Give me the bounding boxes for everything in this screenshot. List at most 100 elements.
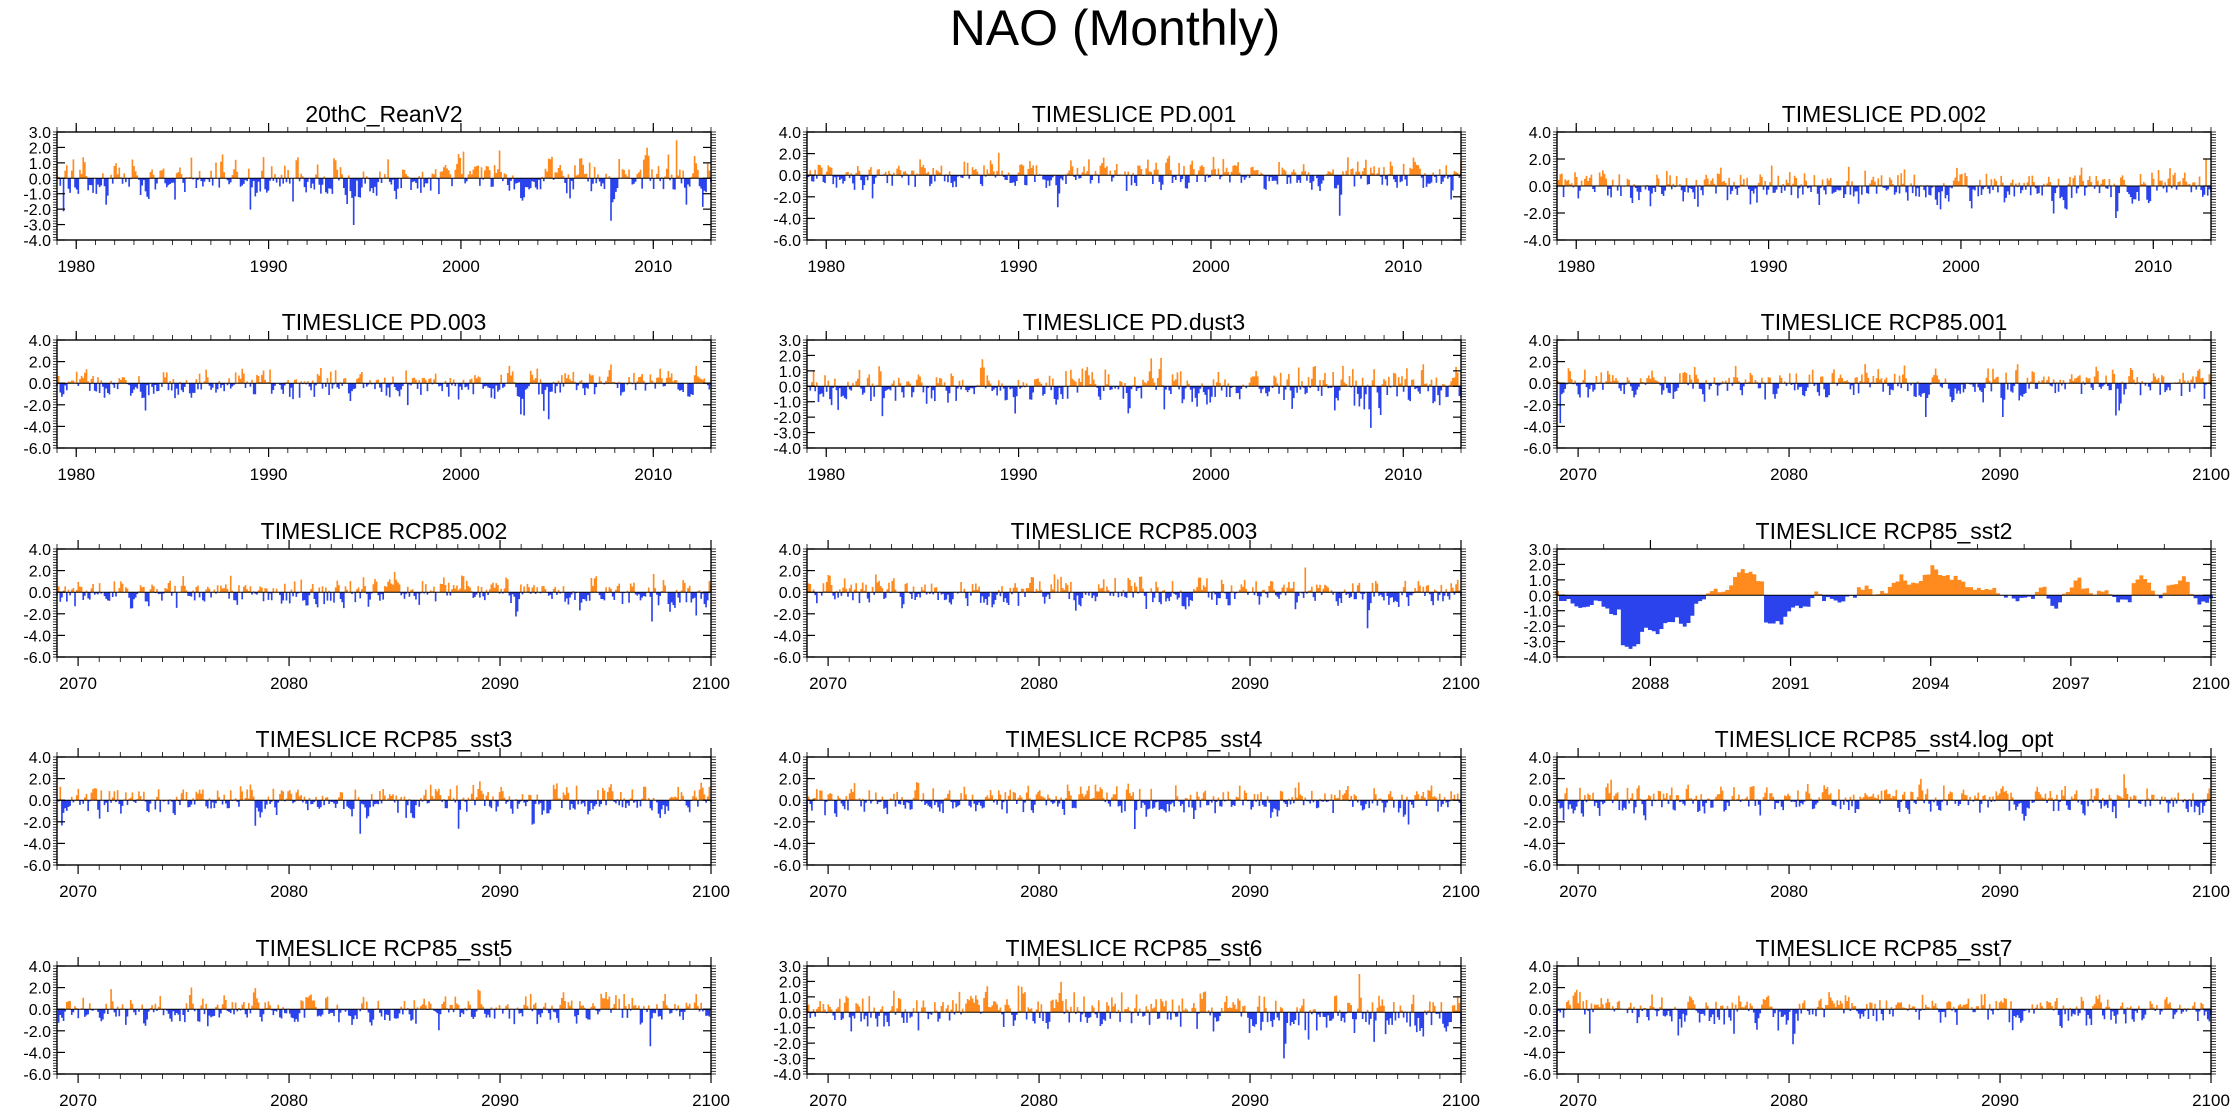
y-tick-label: -6.0 — [23, 441, 51, 458]
x-tick-label: 2080 — [1020, 882, 1058, 901]
panel-title: TIMESLICE RCP85_sst4.log_opt — [1715, 726, 2054, 752]
x-tick-label: 2100 — [1442, 1091, 1480, 1110]
y-tick-label: -2.0 — [23, 398, 51, 415]
y-tick-label: 0.0 — [29, 376, 51, 393]
positive-area — [1556, 774, 2212, 801]
y-tick-label: 4.0 — [779, 750, 801, 767]
negative-area — [1556, 1009, 2212, 1045]
negative-area — [59, 178, 712, 226]
x-tick-label: 2080 — [270, 1091, 308, 1110]
y-tick-label: 0.0 — [29, 1002, 51, 1019]
panel-8: TIMESLICE RCP85.003 4.0 2.0 0.0 -2.0 -4.0 -6.0… — [773, 518, 1479, 693]
y-tick-label: 1.0 — [1529, 573, 1551, 590]
x-tick-label: 2010 — [2134, 257, 2172, 276]
panel-title: 20thC_ReanV2 — [305, 101, 462, 127]
y-tick-label: -2.0 — [23, 202, 51, 219]
panel-15: TIMESLICE RCP85_sst7 4.0 2.0 0.0 -2.0 -4.0 -6.… — [1523, 935, 2229, 1110]
page-title: NAO (Monthly) — [949, 0, 1281, 56]
x-tick-label: 2100 — [2192, 882, 2230, 901]
plot-frame — [56, 548, 712, 658]
x-tick-label: 2080 — [270, 674, 308, 693]
y-tick-label: -2.0 — [1523, 1024, 1551, 1041]
x-tick-label: 2100 — [692, 882, 730, 901]
y-tick-label: 0.0 — [29, 585, 51, 602]
x-tick-label: 2100 — [2192, 465, 2230, 484]
y-tick-label: -4.0 — [1523, 419, 1551, 436]
x-tick-label: 1990 — [1750, 257, 1788, 276]
positive-area — [1557, 159, 2207, 186]
y-tick-label: -4.0 — [1523, 1045, 1551, 1062]
x-tick-label: 2090 — [1981, 465, 2019, 484]
plot-frame — [1556, 339, 2212, 449]
y-tick-label: 2.0 — [1529, 557, 1551, 574]
y-tick-label: -3.0 — [23, 218, 51, 235]
y-tick-label: 4.0 — [1529, 959, 1551, 976]
positive-area — [1566, 989, 2204, 1010]
x-tick-label: 2080 — [1770, 882, 1808, 901]
x-tick-label: 2100 — [692, 674, 730, 693]
y-tick-label: -4.0 — [23, 836, 51, 853]
y-tick-label: -2.0 — [23, 607, 51, 624]
panel-9: TIMESLICE RCP85_sst2 3.02.01.00.0-1.0-2.0… — [1523, 518, 2229, 693]
x-tick-label: 2080 — [270, 882, 308, 901]
panel-11: TIMESLICE RCP85_sst4 4.0 2.0 0.0 -2.0 -4.0 -6.… — [773, 726, 1479, 901]
y-tick-label: -6.0 — [773, 233, 801, 250]
panel-title: TIMESLICE RCP85_sst7 — [1756, 935, 2013, 961]
positive-area — [811, 357, 1459, 387]
y-tick-label: -3.0 — [773, 426, 801, 443]
x-tick-label: 2090 — [1981, 882, 2019, 901]
y-tick-label: 0.0 — [779, 168, 801, 185]
x-tick-label: 2090 — [1981, 1091, 2019, 1110]
y-tick-label: 3.0 — [1529, 542, 1551, 559]
x-tick-label: 1990 — [1000, 465, 1038, 484]
y-tick-label: 0.0 — [1529, 1002, 1551, 1019]
y-tick-label: -1.0 — [23, 187, 51, 204]
y-tick-label: -6.0 — [23, 858, 51, 875]
x-tick-label: 2090 — [481, 882, 519, 901]
positive-area — [57, 571, 712, 593]
y-tick-label: 4.0 — [779, 542, 801, 559]
y-tick-label: -6.0 — [1523, 441, 1551, 458]
y-tick-label: -4.0 — [1523, 836, 1551, 853]
x-tick-label: 2000 — [1942, 257, 1980, 276]
plot-frame — [806, 131, 1462, 241]
y-tick-label: 0.0 — [779, 1005, 801, 1022]
x-tick-label: 1990 — [250, 257, 288, 276]
panel-title: TIMESLICE RCP85_sst2 — [1756, 518, 2013, 544]
x-tick-label: 2094 — [1912, 674, 1950, 693]
y-tick-label: 0.0 — [29, 171, 51, 188]
y-tick-label: 3.0 — [29, 125, 51, 142]
y-tick-label: 4.0 — [29, 333, 51, 350]
x-tick-label: 2090 — [481, 674, 519, 693]
panel-1: 20thC_ReanV2 3.02.01.00.0-1.0-2.0-3.0-4.0… — [23, 101, 716, 276]
y-tick-label: -2.0 — [773, 190, 801, 207]
y-tick-label: 4.0 — [1529, 125, 1551, 142]
y-tick-label: -1.0 — [773, 395, 801, 412]
panel-3: TIMESLICE PD.002 4.0 2.0 0.0 -2.0 -4.0 1980 199… — [1523, 101, 2216, 276]
y-tick-label: -6.0 — [23, 1067, 51, 1084]
panel-14: TIMESLICE RCP85_sst6 3.02.01.00.0-1.0-2.0… — [773, 935, 1479, 1110]
panel-4: TIMESLICE PD.003 4.0 2.0 0.0 -2.0 -4.0 -6.0 198… — [23, 309, 716, 484]
y-tick-label: -1.0 — [773, 1021, 801, 1038]
y-tick-label: 1.0 — [29, 156, 51, 173]
panel-title: TIMESLICE PD.003 — [282, 309, 487, 335]
y-tick-label: -4.0 — [23, 1045, 51, 1062]
x-tick-label: 1990 — [250, 465, 288, 484]
y-tick-label: 2.0 — [779, 147, 801, 164]
y-tick-label: -2.0 — [1523, 815, 1551, 832]
plot-frame — [56, 339, 712, 449]
x-tick-label: 2000 — [1192, 257, 1230, 276]
x-tick-label: 2090 — [1231, 674, 1269, 693]
negative-area — [1557, 800, 2207, 821]
negative-area — [806, 800, 1462, 829]
x-tick-label: 2080 — [1020, 1091, 1058, 1110]
panel-title: TIMESLICE RCP85_sst5 — [256, 935, 513, 961]
y-tick-label: 3.0 — [779, 959, 801, 976]
y-tick-label: -2.0 — [23, 815, 51, 832]
positive-area — [807, 782, 1459, 801]
y-tick-label: -4.0 — [1523, 650, 1551, 667]
x-tick-label: 2100 — [692, 1091, 730, 1110]
y-tick-label: -4.0 — [773, 441, 801, 458]
y-tick-label: -3.0 — [1523, 635, 1551, 652]
x-tick-label: 2097 — [2052, 674, 2090, 693]
